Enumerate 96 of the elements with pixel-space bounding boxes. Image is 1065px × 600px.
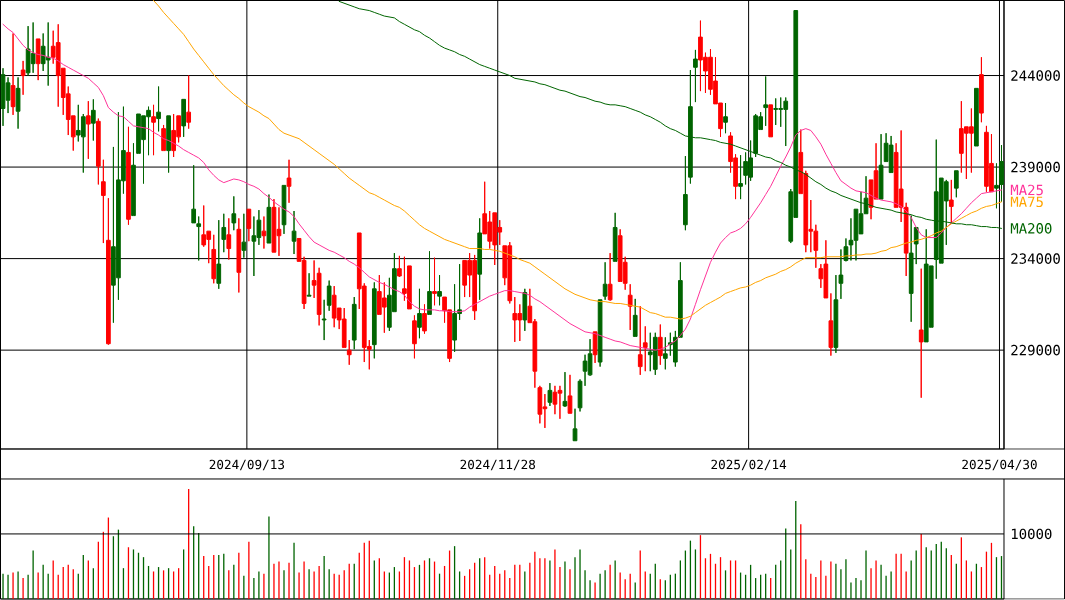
- candlestick: [417, 288, 422, 339]
- candlestick: [241, 213, 247, 259]
- candlestick: [10, 32, 16, 116]
- candlestick: [773, 97, 779, 126]
- candlestick: [321, 299, 327, 341]
- candlestick: [637, 305, 643, 376]
- candlestick: [181, 98, 187, 138]
- candlestick: [291, 210, 297, 255]
- candlestick: [397, 255, 402, 278]
- candlestick: [351, 296, 357, 350]
- candlestick: [30, 21, 36, 74]
- candlestick: [888, 135, 894, 174]
- candlestick: [156, 86, 161, 132]
- candlestick: [597, 299, 603, 368]
- candlestick: [607, 252, 613, 302]
- candlestick: [632, 298, 638, 337]
- candlestick: [437, 274, 442, 306]
- series-label: MA25: [1010, 184, 1043, 196]
- candlestick: [572, 408, 578, 442]
- candlestick: [477, 217, 483, 301]
- x-tick-label: 2024/11/28: [460, 459, 536, 471]
- candlestick: [161, 124, 166, 152]
- candlestick: [371, 281, 377, 359]
- candlestick: [999, 144, 1004, 203]
- candlestick: [427, 250, 432, 315]
- candlestick: [96, 118, 101, 185]
- candlestick: [547, 382, 553, 407]
- candlestick: [271, 198, 277, 253]
- candlestick: [768, 104, 774, 138]
- candlestick: [537, 385, 543, 424]
- candlestick: [15, 76, 21, 130]
- candlestick: [738, 154, 743, 200]
- candlestick: [286, 159, 292, 204]
- candlestick: [101, 159, 106, 244]
- candlestick: [723, 102, 728, 134]
- candlestick: [974, 87, 979, 147]
- candlestick: [953, 170, 959, 198]
- series-label: MA200: [1010, 223, 1052, 234]
- candlestick: [979, 56, 984, 123]
- candlestick: [126, 126, 131, 226]
- candlestick: [266, 194, 272, 244]
- candlestick: [346, 339, 352, 366]
- candlestick: [90, 98, 96, 142]
- candlestick: [612, 212, 618, 262]
- candlestick: [20, 60, 26, 96]
- candlestick: [231, 195, 237, 231]
- candlestick: [642, 325, 648, 372]
- candlestick: [85, 100, 91, 160]
- candlestick: [994, 162, 999, 209]
- candlestick: [693, 49, 698, 103]
- x-tick-label: 2025/02/14: [711, 459, 787, 471]
- candlestick: [948, 179, 954, 224]
- candlestick: [512, 296, 518, 343]
- candlestick: [326, 280, 332, 312]
- candlestick: [562, 371, 568, 408]
- candlestick: [226, 217, 232, 261]
- candlestick: [657, 324, 663, 366]
- candlestick: [878, 133, 884, 200]
- candlestick: [341, 307, 347, 348]
- candlestick: [131, 142, 136, 217]
- candlestick: [261, 216, 267, 250]
- candlestick: [186, 75, 192, 130]
- candlestick: [422, 303, 427, 335]
- candlestick: [246, 208, 252, 242]
- candlestick: [898, 129, 904, 223]
- candlestick: [106, 197, 111, 346]
- candlestick: [602, 261, 608, 301]
- candlestick: [236, 217, 242, 293]
- candlestick: [763, 75, 769, 127]
- candlestick: [35, 38, 41, 81]
- candlestick: [166, 115, 171, 174]
- candlestick: [683, 155, 688, 231]
- y-tick-label: 239000: [1011, 161, 1060, 173]
- x-tick-label: 2024/09/13: [209, 459, 285, 471]
- candlestick: [211, 234, 217, 284]
- y-tick-label: 234000: [1011, 253, 1060, 264]
- candlestick: [567, 374, 573, 414]
- candlestick: [592, 331, 598, 364]
- candlestick: [432, 257, 437, 306]
- candlestick: [412, 314, 417, 359]
- y-tick-label: 229000: [1011, 344, 1060, 356]
- series-label: MA75: [1010, 196, 1043, 208]
- candlestick: [828, 292, 834, 357]
- candlestick: [281, 184, 287, 235]
- candlestick: [652, 332, 658, 376]
- candlestick: [662, 336, 668, 370]
- candlestick: [306, 272, 312, 297]
- candlestick: [151, 104, 156, 156]
- candlestick: [221, 213, 227, 253]
- x-tick-label: 2025/04/30: [962, 459, 1037, 471]
- y-tick-label: 244000: [1011, 70, 1060, 81]
- candlestick: [688, 69, 693, 185]
- candlestick: [216, 219, 222, 290]
- candlestick: [918, 268, 924, 399]
- candlestick: [522, 288, 528, 332]
- candlestick: [552, 385, 558, 415]
